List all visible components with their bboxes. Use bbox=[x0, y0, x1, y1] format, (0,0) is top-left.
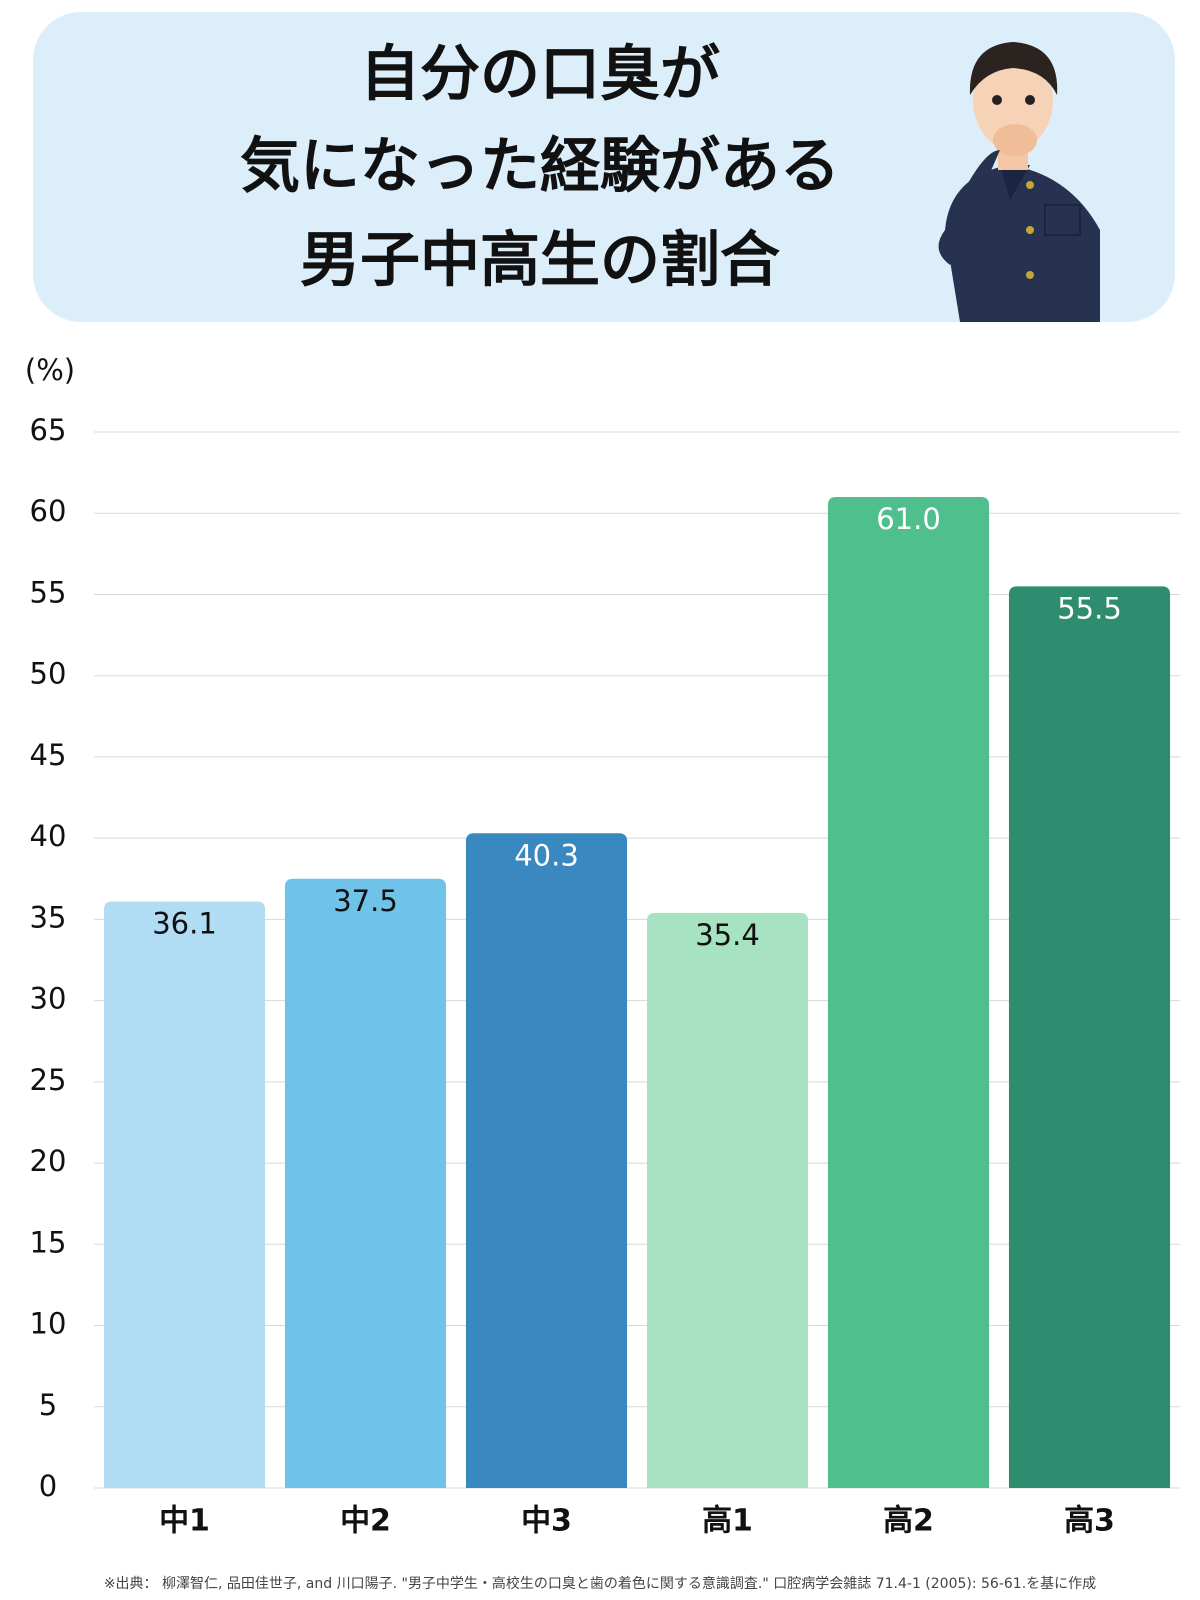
bar bbox=[284, 878, 447, 1488]
x-tick-label: 中2 bbox=[340, 1504, 391, 1539]
value-label: 61.0 bbox=[876, 502, 941, 536]
bar bbox=[465, 833, 628, 1488]
bar bbox=[103, 901, 266, 1488]
y-tick-label: 0 bbox=[39, 1469, 57, 1503]
y-tick-label: 10 bbox=[30, 1307, 67, 1341]
bar bbox=[1008, 586, 1171, 1488]
title-panel bbox=[33, 12, 1175, 322]
y-tick-label: 55 bbox=[30, 575, 67, 609]
y-tick-label: 60 bbox=[30, 494, 67, 528]
value-label: 36.1 bbox=[152, 907, 217, 941]
x-tick-label: 中1 bbox=[159, 1504, 210, 1539]
value-label: 35.4 bbox=[695, 918, 760, 952]
x-tick-label: 高1 bbox=[702, 1504, 753, 1539]
value-label: 37.5 bbox=[333, 884, 398, 918]
y-tick-label: 30 bbox=[30, 982, 67, 1016]
source: ※出典： 柳澤智仁, 品田佳世子, and 川口陽子. "男子中学生・高校生の口… bbox=[104, 1575, 1096, 1592]
y-tick-label: 65 bbox=[30, 413, 67, 447]
title-line: 自分の口臭が bbox=[360, 40, 720, 110]
bar bbox=[827, 496, 990, 1488]
y-tick-label: 40 bbox=[30, 819, 67, 853]
y-tick-label: 20 bbox=[30, 1144, 67, 1178]
x-tick-label: 高3 bbox=[1064, 1504, 1115, 1539]
value-label: 40.3 bbox=[514, 838, 579, 872]
y-unit: (%) bbox=[25, 353, 75, 387]
bar bbox=[646, 912, 809, 1488]
y-tick-label: 35 bbox=[30, 900, 67, 934]
x-tick-label: 中3 bbox=[521, 1504, 572, 1539]
title-line: 男子中高生の割合 bbox=[300, 226, 780, 296]
y-tick-label: 50 bbox=[30, 657, 67, 691]
y-tick-label: 45 bbox=[30, 738, 67, 772]
y-tick-label: 15 bbox=[30, 1225, 67, 1259]
title-line: 気になった経験がある bbox=[240, 132, 840, 202]
y-tick-label: 5 bbox=[39, 1388, 57, 1422]
value-label: 55.5 bbox=[1057, 591, 1122, 625]
illustration bbox=[938, 42, 1100, 322]
x-tick-label: 高2 bbox=[883, 1504, 934, 1539]
y-tick-label: 25 bbox=[30, 1063, 67, 1097]
